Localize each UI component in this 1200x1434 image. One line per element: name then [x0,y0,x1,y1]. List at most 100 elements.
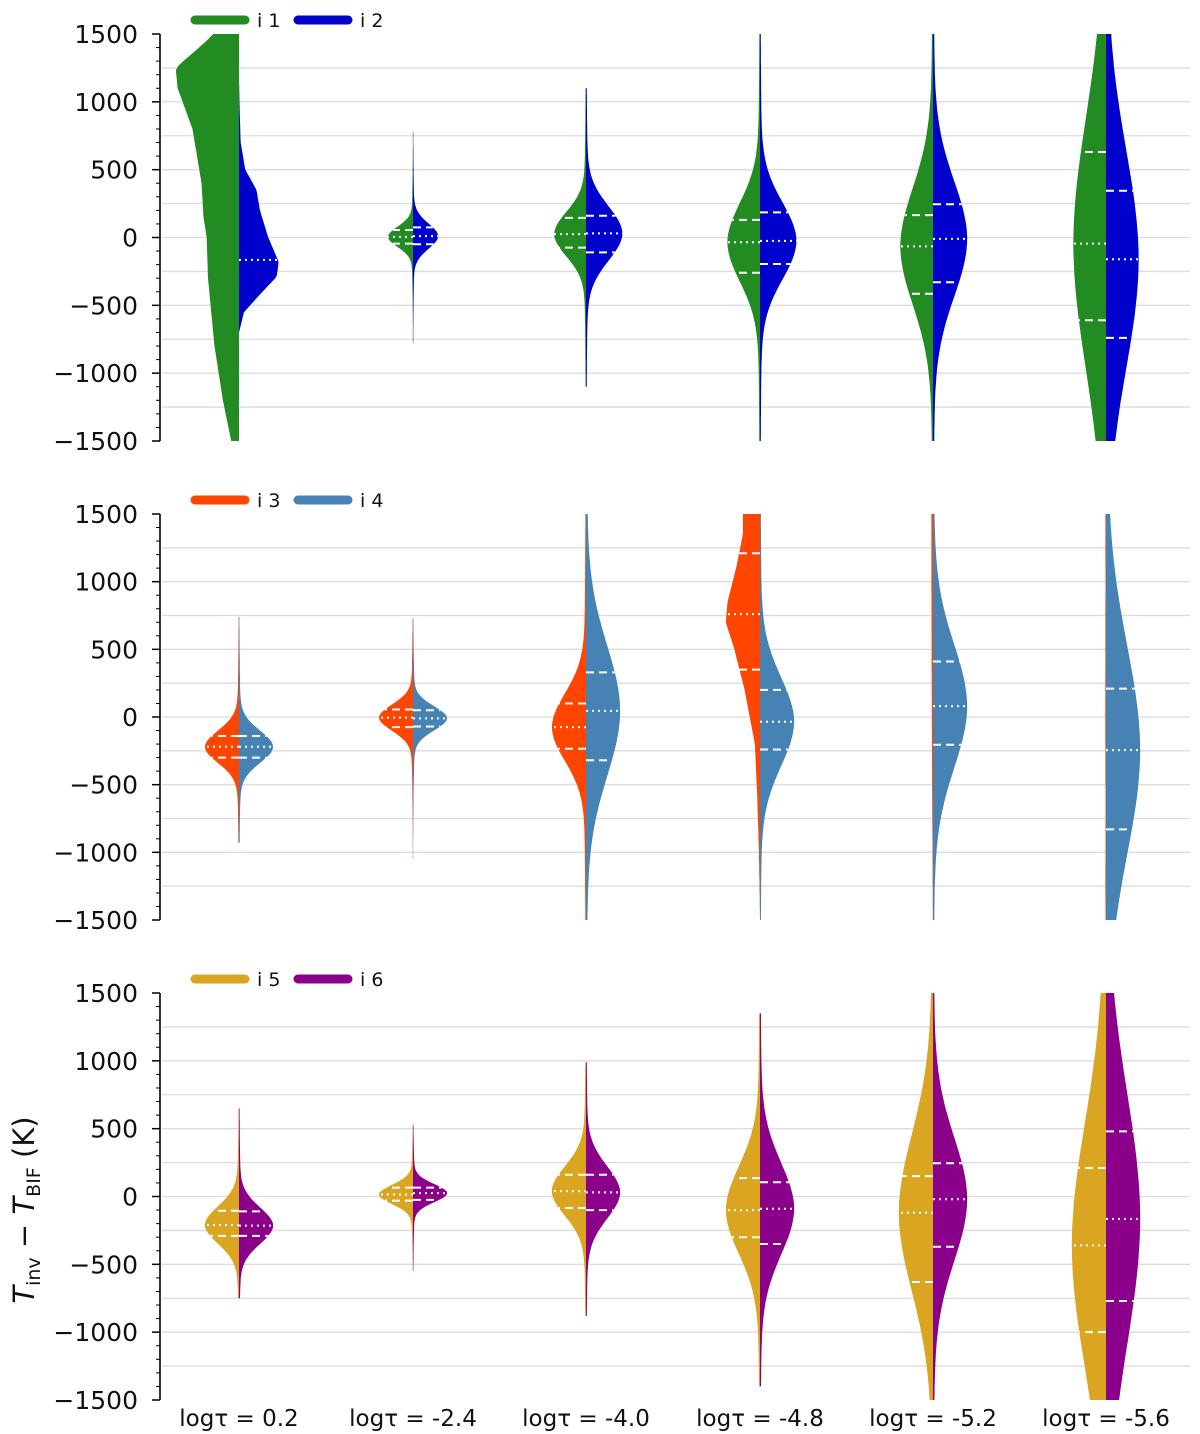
violin-half-left-i5 [204,1108,239,1299]
y-tick-label: −500 [69,291,138,320]
panel-3: −1500 −1000 −500 0 500 1000 1500 i 5 i 6 [53,969,1190,1415]
y-axis-label-subscript-1: inv [23,1257,45,1286]
y-tick-label: −500 [69,771,138,800]
x-category-label: logτ = -2.4 [349,1406,477,1432]
violin-4 [727,34,797,441]
violin-1 [204,616,274,843]
violin-half-right-i4 [239,616,274,843]
x-category-label: logτ = 0.2 [179,1406,298,1432]
y-tick-label: −1000 [53,359,138,388]
violin-half-right-i2 [586,88,623,387]
y-axis-label-symbol-2: T [7,1195,41,1215]
violin-half-left-i3 [725,514,760,920]
violin-half-left-i5 [551,1062,586,1316]
x-category-label: logτ = -5.2 [869,1406,997,1432]
violin-half-left-i3 [378,618,413,860]
violin-half-right-i2 [760,34,797,441]
y-tick-label: 1500 [74,500,138,529]
legend-label: i 1 [257,10,280,32]
violin-half-right-i4 [586,514,621,920]
violin-half-left-i3 [931,514,933,920]
y-tick-label: −1500 [53,906,138,935]
y-axis-label-subscript-2: BIF [23,1167,45,1197]
violin-half-left-i1 [554,88,586,387]
y-tick-label: 1500 [74,979,138,1008]
violin-half-left-i1 [175,34,239,441]
panel-2: −1500 −1000 −500 0 500 1000 1500 i 3 i 4 [53,490,1190,935]
y-tick-label: 1000 [74,1047,138,1076]
violin-half-left-i1 [900,34,933,441]
y-axis-label-unit: (K) [7,1116,41,1167]
violin-half-right-i6 [239,1108,274,1299]
violin-half-right-i6 [1106,993,1141,1400]
y-axis: −1500 −1000 −500 0 500 1000 1500 [53,20,161,456]
y-axis-label-symbol-1: T [7,1284,41,1304]
legend-panel-2: i 3 i 4 [190,490,383,512]
legend-label: i 2 [360,10,383,32]
violin-5 [900,34,968,441]
violin-half-left-i5 [898,993,933,1400]
y-tick-label: 500 [90,635,138,664]
y-axis-label-minus: − [7,1215,41,1258]
violin-half-right-i2 [1106,34,1139,441]
violin-half-right-i4 [413,618,447,860]
violin-half-right-i6 [933,993,968,1400]
violin-2 [378,618,448,860]
y-tick-label: −500 [69,1250,138,1279]
y-tick-label: 1500 [74,20,138,49]
violin-half-left-i1 [1073,34,1106,441]
violin-half-left-i3 [1105,514,1106,920]
violin-5 [931,514,968,920]
y-tick-label: −1500 [53,427,138,456]
violin-half-right-i2 [933,34,968,441]
legend-panel-3: i 5 i 6 [190,969,383,991]
legend-label: i 5 [257,969,280,991]
violin-half-left-i3 [204,616,239,843]
gridlines [162,1026,1190,1367]
violin-half-right-i4 [760,514,795,920]
violin-half-left-i5 [1071,993,1106,1400]
violin-3 [554,88,623,387]
panel-1: −1500 −1000 −500 0 500 1000 1500 i 1 i 2 [53,10,1190,456]
violin-half-right-i4 [1106,514,1141,920]
violin-half-left-i5 [378,1124,413,1272]
y-tick-label: 0 [122,703,138,732]
violin-3 [551,514,621,920]
y-tick-label: −1000 [53,1318,138,1347]
violin-2 [387,131,439,344]
violin-3 [551,1062,621,1316]
violin-1 [204,1108,274,1299]
legend-panel-1: i 1 i 2 [190,10,383,32]
violin-6 [1105,514,1141,920]
violin-4 [725,514,795,920]
violin-half-right-i4 [933,514,968,920]
y-axis: −1500 −1000 −500 0 500 1000 1500 [53,979,161,1415]
x-category-label: logτ = -4.8 [696,1406,824,1432]
y-tick-label: −1500 [53,1386,138,1415]
legend-label: i 3 [257,490,280,512]
y-tick-label: 0 [122,224,138,253]
category-labels: logτ = 0.2 logτ = -2.4 logτ = -4.0 logτ = -… [179,1406,1170,1432]
y-tick-label: −1000 [53,838,138,867]
legend-label: i 6 [360,969,383,991]
y-tick-label: 500 [90,156,138,185]
legend-label: i 4 [360,490,383,512]
y-tick-label: 1000 [74,568,138,597]
violin-half-left-i1 [727,34,760,441]
y-tick-label: 0 [122,1183,138,1212]
violin-half-left-i3 [551,514,586,920]
violin-half-right-i6 [760,1013,795,1387]
violin-half-left-i5 [725,1013,760,1387]
panels-layer: −1500 −1000 −500 0 500 1000 1500 i 1 i 2 −1500 −10… [53,10,1190,1415]
gridlines [162,547,1190,887]
violin-1 [175,34,279,441]
violin-half-right-i2 [239,74,279,333]
violin-5 [898,993,968,1400]
gridlines [162,67,1190,408]
y-axis: −1500 −1000 −500 0 500 1000 1500 [53,500,161,935]
y-tick-label: 1000 [74,88,138,117]
violin-2 [378,1124,448,1272]
y-tick-label: 500 [90,1115,138,1144]
violin-4 [725,1013,795,1387]
